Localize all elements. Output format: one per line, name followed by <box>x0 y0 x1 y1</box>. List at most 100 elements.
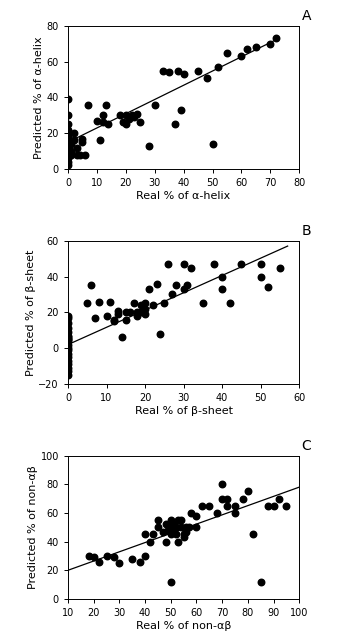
Point <box>132 112 137 122</box>
Point <box>112 314 117 325</box>
Point <box>65 348 71 359</box>
Point <box>227 298 233 308</box>
Point <box>65 128 71 138</box>
Point <box>115 305 121 316</box>
Point <box>266 282 271 292</box>
Point <box>104 311 109 321</box>
Point <box>65 142 71 153</box>
Point <box>96 556 102 567</box>
Point <box>91 552 97 562</box>
Point <box>65 151 71 162</box>
Point <box>167 67 172 77</box>
Point <box>88 280 94 290</box>
Point <box>74 142 80 153</box>
Point <box>146 140 152 151</box>
Point <box>219 271 225 281</box>
Point <box>207 500 212 511</box>
Point <box>137 556 143 567</box>
Point <box>142 551 148 561</box>
Point <box>65 153 71 164</box>
Point <box>138 307 144 317</box>
Point <box>104 551 109 561</box>
Point <box>65 334 71 345</box>
Point <box>138 300 144 310</box>
Point <box>65 352 71 363</box>
Point <box>65 312 71 323</box>
Point <box>142 303 148 314</box>
Point <box>172 119 178 129</box>
Point <box>171 525 176 535</box>
Point <box>276 493 282 504</box>
Point <box>100 110 105 120</box>
Point <box>130 554 135 564</box>
Point <box>65 140 71 151</box>
Point <box>65 366 71 377</box>
Point <box>266 500 271 511</box>
Point <box>103 99 108 109</box>
Point <box>219 284 225 294</box>
Point <box>68 146 73 156</box>
Point <box>173 522 178 533</box>
Point <box>150 529 155 540</box>
Point <box>65 327 71 337</box>
Point <box>135 108 140 118</box>
Point <box>131 298 136 308</box>
Point <box>65 147 71 158</box>
Point <box>284 500 289 511</box>
Point <box>68 149 73 160</box>
Point <box>239 51 244 61</box>
Text: C: C <box>302 439 311 453</box>
Point <box>65 131 71 142</box>
Point <box>160 526 166 536</box>
Point <box>142 309 148 319</box>
Point <box>65 110 71 120</box>
Point <box>173 280 178 290</box>
X-axis label: Real % of β-sheet: Real % of β-sheet <box>135 406 233 416</box>
Point <box>171 519 176 529</box>
Point <box>168 522 173 533</box>
Text: B: B <box>302 224 311 238</box>
Point <box>100 117 105 128</box>
Point <box>117 558 122 568</box>
Point <box>175 66 181 76</box>
Point <box>112 552 117 562</box>
Point <box>68 139 73 149</box>
Point <box>160 66 166 76</box>
Point <box>74 149 80 160</box>
Point <box>224 500 230 511</box>
Point <box>65 332 71 343</box>
Point <box>77 149 82 160</box>
Point <box>137 117 143 128</box>
Point <box>176 515 181 526</box>
Point <box>178 105 184 115</box>
Point <box>173 529 178 540</box>
Point <box>169 289 175 299</box>
Point <box>65 334 71 345</box>
Point <box>216 62 221 72</box>
Point <box>97 135 103 146</box>
Point <box>65 94 71 104</box>
Point <box>65 370 71 380</box>
Point <box>158 328 163 339</box>
Point <box>65 359 71 370</box>
Point <box>65 144 71 155</box>
Point <box>112 316 117 327</box>
Point <box>219 479 225 489</box>
Point <box>83 149 88 160</box>
Point <box>277 262 283 272</box>
Point <box>142 529 148 540</box>
Point <box>115 309 121 319</box>
Point <box>184 522 189 533</box>
Point <box>123 314 129 325</box>
Point <box>168 576 173 587</box>
Point <box>65 318 71 328</box>
Point <box>189 507 194 518</box>
Point <box>146 284 152 294</box>
Point <box>232 500 238 511</box>
Point <box>142 298 148 308</box>
Point <box>65 343 71 354</box>
Point <box>224 493 230 504</box>
Y-axis label: Predicted % of α-helix: Predicted % of α-helix <box>34 36 44 158</box>
Point <box>154 279 159 289</box>
Point <box>65 355 71 366</box>
